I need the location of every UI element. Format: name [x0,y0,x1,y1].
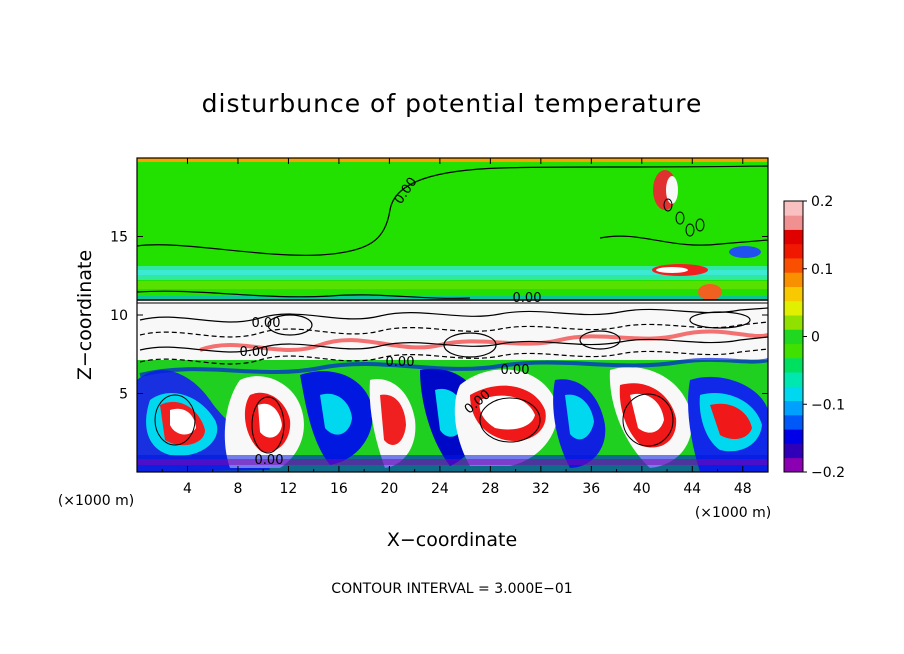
x-tick-label: 4 [183,481,192,497]
colorbar-swatch [784,286,803,302]
x-tick-label: 36 [582,481,600,497]
x-axis-ticks: 4 8 12 16 20 24 28 32 36 40 44 48 [161,158,752,497]
colorbar-swatch [784,457,803,473]
contour-label: 0.00 [513,291,542,306]
colorbar-swatch [784,357,803,373]
y-tick-label: 15 [110,230,128,246]
contour-label: 0.00 [240,345,269,360]
x-axis-label: X−coordinate [387,529,517,551]
colorbar-swatch [784,386,803,402]
x-axis-unit-left: (×1000 m) [58,493,134,509]
plot-area [137,158,768,472]
x-axis-unit-right: (×1000 m) [695,505,771,521]
colorbar-swatch [784,201,803,216]
colorbar-tick-label: −0.1 [811,397,845,413]
colorbar-swatch [784,300,803,316]
colorbar-swatch [784,258,803,273]
y-axis-label: Z−coordinate [74,250,96,380]
x-tick-label: 44 [683,481,701,497]
contour-interval-footer: CONTOUR INTERVAL = 3.000E−01 [331,581,572,597]
top-band [137,158,768,162]
y-tick-label: 5 [119,387,128,403]
colorbar-swatch [784,329,803,345]
colorbar-swatch [784,215,803,230]
colorbar-swatch [784,400,803,416]
x-tick-label: 8 [233,481,242,497]
x-tick-label: 28 [481,481,499,497]
lower-field [137,300,768,472]
y-tick-label: 10 [110,308,128,324]
x-tick-label: 12 [280,481,298,497]
x-tick-label: 32 [532,481,550,497]
colorbar-ticks: 0.2 0.1 0 −0.1 −0.2 [803,194,845,481]
colorbar-tick-label: 0.1 [811,262,833,278]
colorbar-swatch [784,372,803,387]
x-tick-label: 48 [734,481,752,497]
colorbar-swatch [784,243,803,259]
x-tick-label: 20 [380,481,398,497]
colorbar-swatch [784,272,803,287]
contour-label: 0.00 [501,363,530,378]
colorbar-swatch [784,315,803,330]
colorbar-tick-label: 0.2 [811,194,833,210]
colorbar [783,200,804,473]
colorbar-swatch [784,443,803,459]
contour-label: 0.00 [252,316,281,331]
colorbar-swatch [784,414,803,430]
colorbar-swatch [784,343,803,359]
chart-title: disturbunce of potential temperature [202,89,703,118]
colorbar-swatch [784,229,803,245]
x-tick-label: 16 [330,481,348,497]
contour-label: 0.00 [386,355,415,370]
y-axis-ticks: 5 10 15 [110,230,768,403]
colorbar-tick-label: 0 [811,330,820,346]
x-tick-label: 40 [633,481,651,497]
colorbar-swatch [784,429,803,444]
colorbar-tick-label: −0.2 [811,465,845,481]
x-tick-label: 24 [431,481,449,497]
contour-label: 0.00 [255,453,284,468]
